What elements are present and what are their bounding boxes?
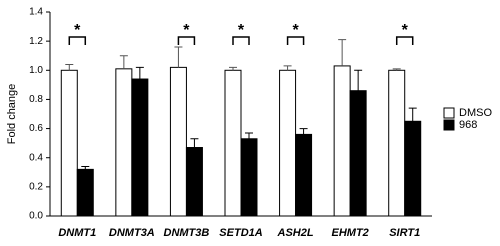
x-tick-label: SETD1A bbox=[219, 227, 262, 239]
bar bbox=[240, 138, 258, 217]
error-bar bbox=[245, 132, 253, 139]
bar bbox=[169, 66, 187, 217]
legend-swatch bbox=[443, 119, 455, 131]
significance-label: * bbox=[402, 22, 409, 39]
legend-label: DMSO bbox=[459, 107, 492, 119]
significance-label: * bbox=[292, 22, 299, 39]
x-tick-label: DNMT3A bbox=[109, 227, 155, 239]
bar bbox=[185, 147, 203, 217]
significance-label: * bbox=[238, 22, 245, 39]
significance-bracket bbox=[395, 36, 414, 45]
y-tick-label: 0.8 bbox=[29, 94, 43, 105]
error-bar bbox=[81, 165, 90, 170]
bar bbox=[333, 65, 351, 217]
y-tick-label: 1.4 bbox=[29, 7, 43, 18]
y-tick-label: 0.0 bbox=[29, 211, 43, 222]
error-bar bbox=[338, 39, 347, 66]
significance-bracket bbox=[286, 36, 305, 45]
y-tick-label: 0.2 bbox=[29, 181, 43, 192]
bar bbox=[279, 69, 297, 217]
error-bar bbox=[299, 128, 308, 135]
x-tick-label: EHMT2 bbox=[332, 227, 369, 239]
bar bbox=[349, 90, 367, 217]
significance-bracket bbox=[232, 36, 250, 45]
error-bar bbox=[119, 55, 128, 69]
error-bar bbox=[65, 63, 74, 71]
error-bar bbox=[174, 46, 183, 68]
error-bar bbox=[190, 138, 199, 148]
y-tick-label: 1.2 bbox=[29, 36, 43, 47]
y-axis-label: Fold change bbox=[6, 84, 18, 145]
significance-bracket bbox=[68, 36, 87, 45]
x-tick-label: DNMT3B bbox=[164, 227, 210, 239]
x-tick-label: SIRT1 bbox=[389, 227, 420, 239]
error-bar bbox=[283, 65, 292, 71]
significance-bracket bbox=[177, 36, 196, 45]
error-bar bbox=[354, 69, 363, 91]
bar bbox=[76, 168, 94, 217]
x-tick-label: ASH2L bbox=[277, 227, 314, 239]
bar bbox=[404, 120, 422, 217]
y-tick-label: 0.4 bbox=[29, 152, 43, 163]
legend-label: 968 bbox=[459, 119, 477, 131]
legend-swatch bbox=[443, 107, 455, 119]
bar bbox=[388, 69, 406, 217]
bar bbox=[60, 69, 78, 217]
y-tick-label: 1.0 bbox=[29, 65, 43, 76]
bar bbox=[224, 69, 242, 217]
significance-label: * bbox=[183, 22, 190, 39]
significance-label: * bbox=[74, 22, 81, 39]
x-tick-label: DNMT1 bbox=[58, 227, 96, 239]
bar bbox=[131, 78, 149, 217]
y-tick-label: 0.6 bbox=[29, 123, 43, 134]
error-bar bbox=[392, 68, 401, 71]
error-bar bbox=[229, 66, 237, 71]
bar bbox=[115, 68, 133, 217]
error-bar bbox=[408, 107, 417, 122]
bar bbox=[295, 133, 313, 217]
error-bar bbox=[135, 66, 144, 80]
